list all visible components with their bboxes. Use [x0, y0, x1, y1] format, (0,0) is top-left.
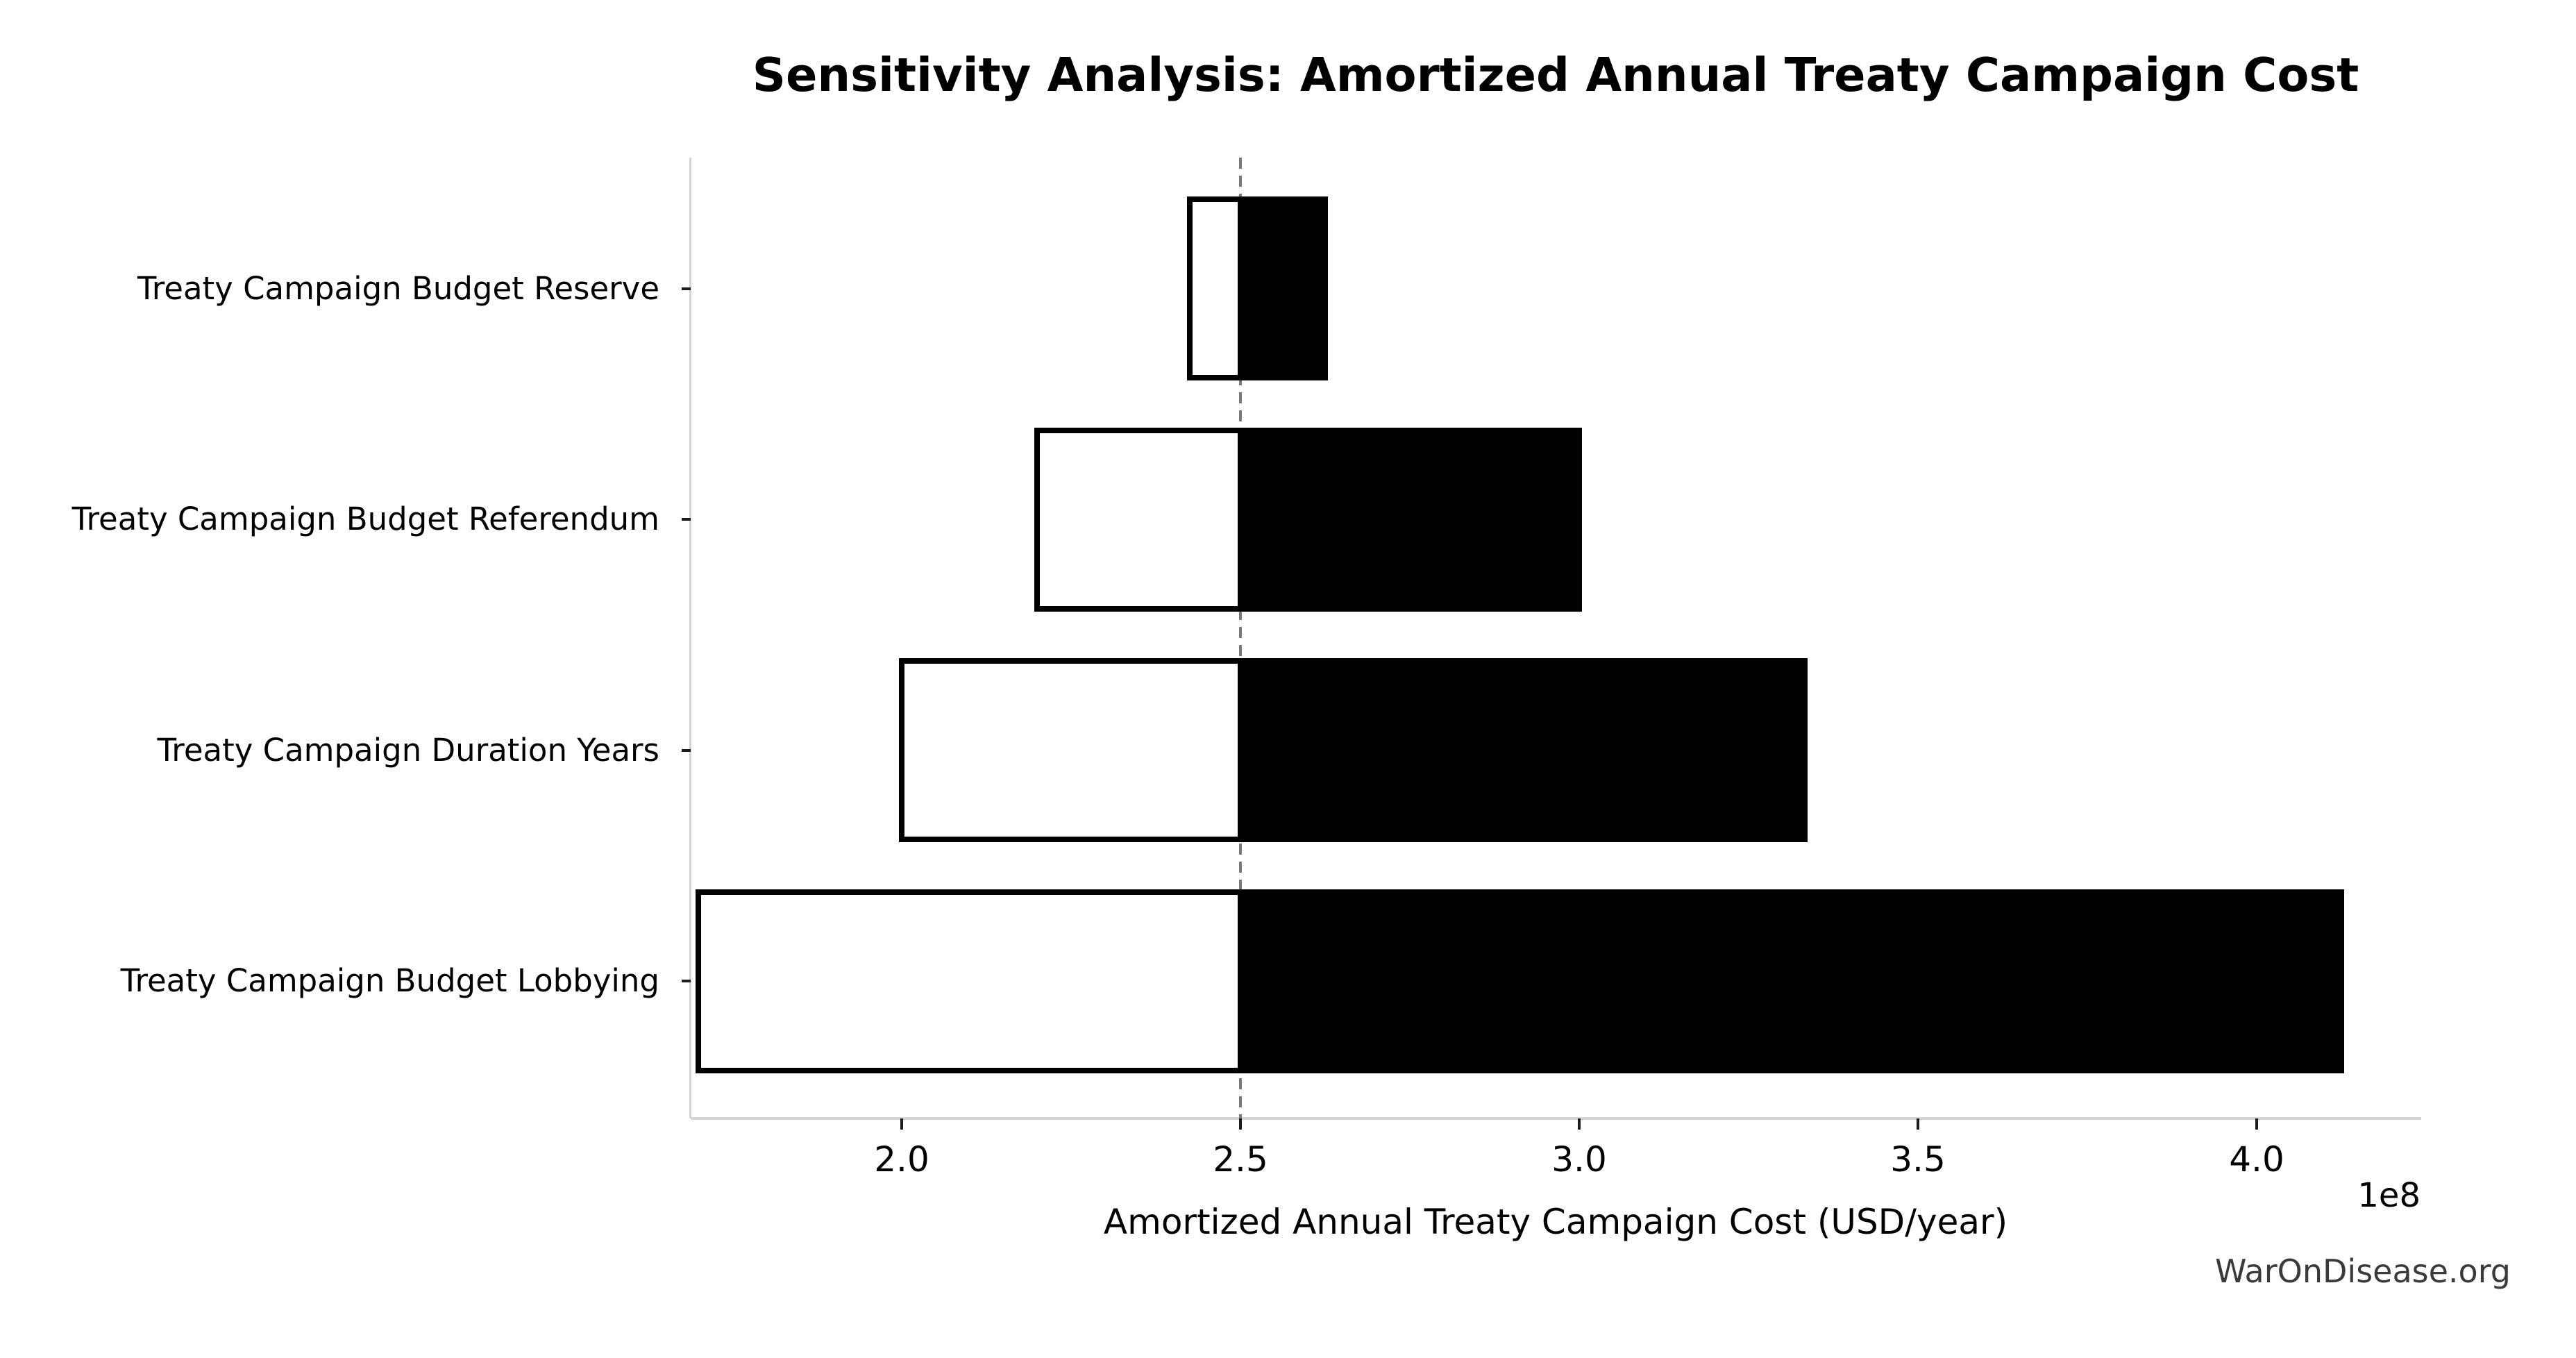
bar-low-segment [1186, 196, 1243, 380]
axis-offset-label: 1e8 [2357, 1176, 2421, 1215]
x-tick-label: 2.5 [1213, 1139, 1268, 1180]
bar-high-segment [1238, 658, 1808, 842]
bar-low-segment [696, 889, 1243, 1073]
bar-low-segment [899, 658, 1243, 842]
x-tick-label: 3.0 [1551, 1139, 1607, 1180]
bar-high-segment [1238, 196, 1328, 380]
x-tick-mark [2255, 1118, 2258, 1130]
y-axis-label: Treaty Campaign Budget Reserve [137, 269, 659, 307]
x-tick-label: 3.5 [1890, 1139, 1946, 1180]
y-axis-line [689, 158, 691, 1118]
x-tick-mark [900, 1118, 903, 1130]
y-axis-label: Treaty Campaign Duration Years [157, 731, 659, 769]
x-tick-label: 2.0 [874, 1139, 929, 1180]
y-tick-mark [682, 518, 691, 521]
y-tick-mark [682, 748, 691, 752]
y-axis-label: Treaty Campaign Budget Lobbying [120, 962, 659, 999]
y-tick-mark [682, 287, 691, 290]
watermark-text: WarOnDisease.org [2215, 1252, 2511, 1290]
bar-low-segment [1034, 427, 1243, 612]
x-axis-line [691, 1117, 2421, 1120]
chart-title: Sensitivity Analysis: Amortized Annual T… [752, 48, 2359, 102]
bar-high-segment [1238, 889, 2344, 1073]
bar-high-segment [1238, 427, 1582, 612]
x-axis-title: Amortized Annual Treaty Campaign Cost (U… [1103, 1202, 2008, 1242]
x-tick-mark [1578, 1118, 1581, 1130]
y-axis-label: Treaty Campaign Budget Referendum [71, 501, 659, 537]
x-tick-label: 4.0 [2229, 1139, 2284, 1180]
x-tick-mark [1917, 1118, 1919, 1130]
x-tick-mark [1239, 1118, 1242, 1130]
baseline-dashed-line [1239, 158, 1242, 1118]
y-tick-mark [682, 980, 691, 982]
